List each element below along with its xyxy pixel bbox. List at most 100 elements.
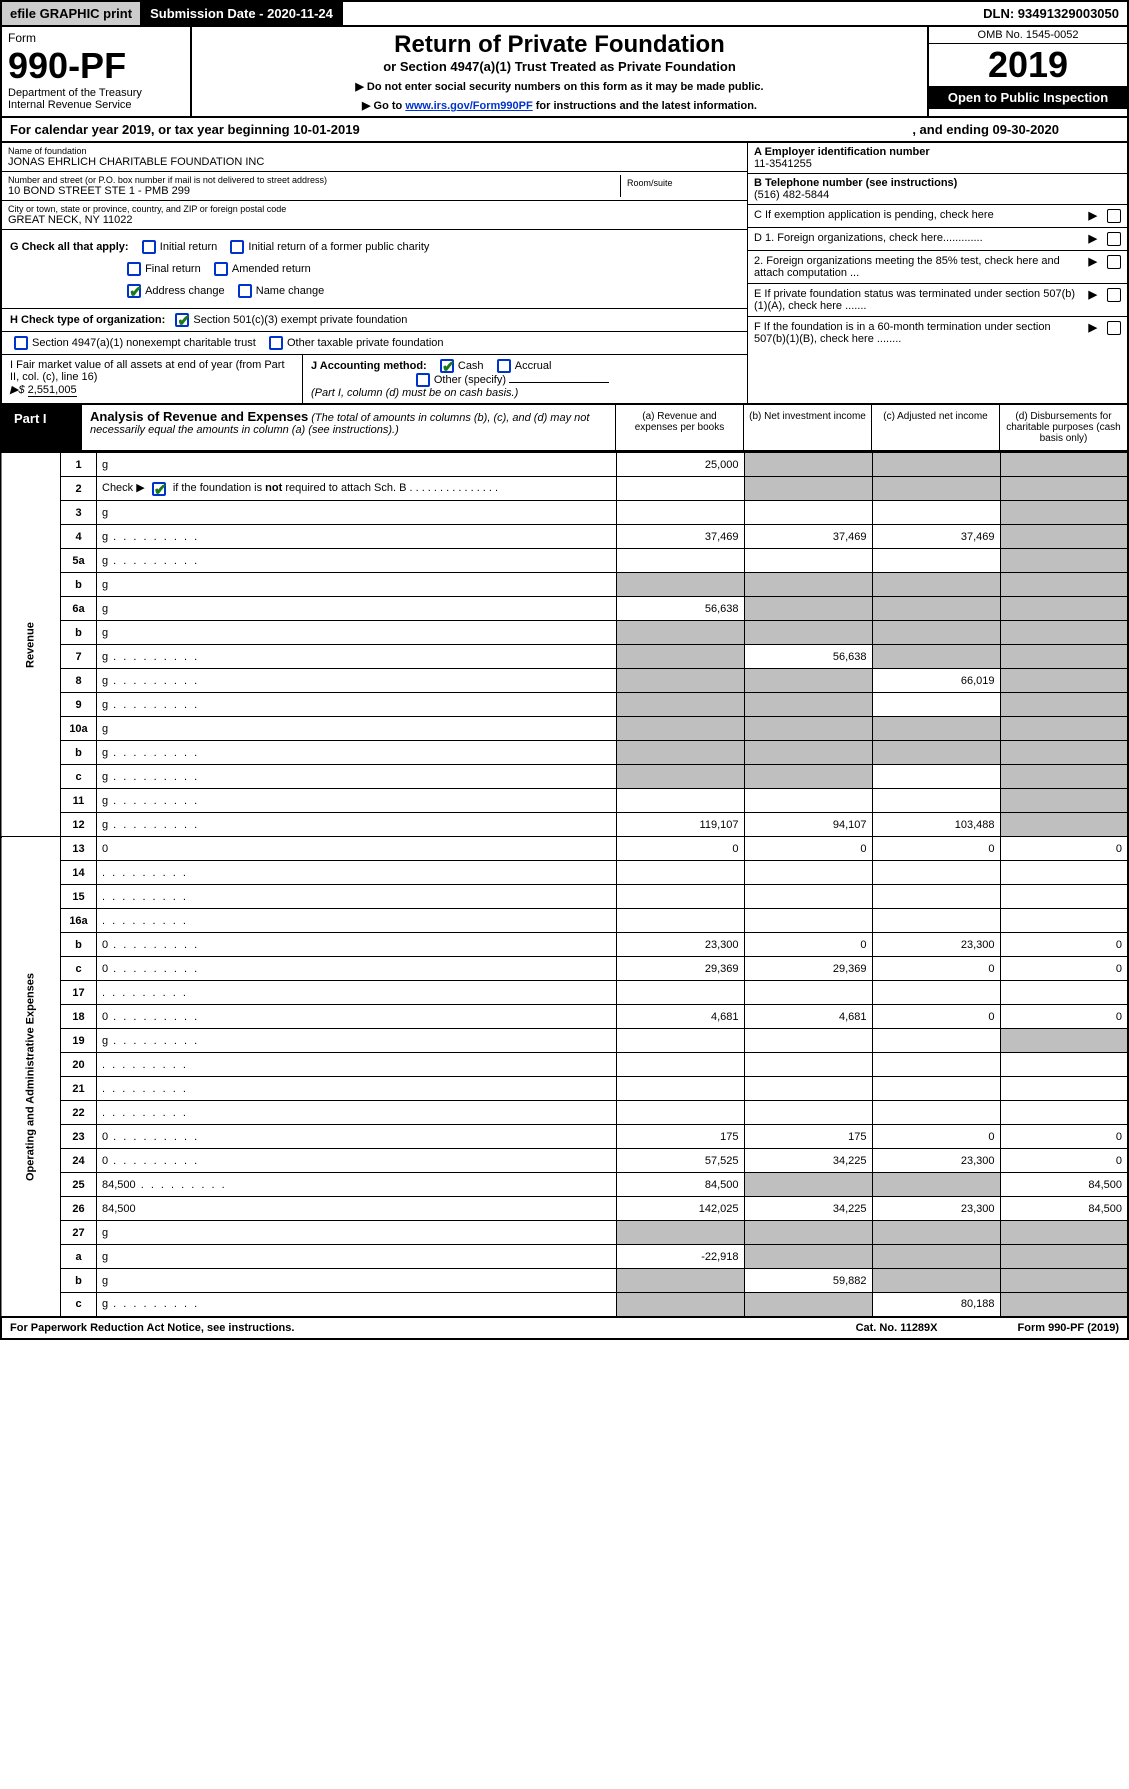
line-number: 5a [61,549,97,573]
line-number: 23 [61,1125,97,1149]
paperwork-notice: For Paperwork Reduction Act Notice, see … [10,1322,294,1334]
line-desc: 0 [97,1005,617,1029]
cell-a: 4,681 [616,1005,744,1029]
cell-c [872,741,1000,765]
ck-c[interactable] [1107,209,1121,223]
efile-print-button[interactable]: efile GRAPHIC print [2,2,142,25]
street-address: 10 BOND STREET STE 1 - PMB 299 [8,185,620,197]
cell-b [744,669,872,693]
cell-a: 119,107 [616,813,744,837]
h-opt-1: Section 501(c)(3) exempt private foundat… [193,314,407,326]
form-header: Form 990-PF Department of the Treasury I… [0,27,1129,118]
ck-final-return[interactable] [127,262,141,276]
cell-b [744,621,872,645]
cell-b: 34,225 [744,1197,872,1221]
form-subtitle: or Section 4947(a)(1) Trust Treated as P… [200,59,919,74]
line-desc: 84,500 [97,1197,617,1221]
cell-c [872,645,1000,669]
line-number: c [61,957,97,981]
ck-initial-former[interactable] [230,240,244,254]
cell-a [616,1101,744,1125]
i-label: I Fair market value of all assets at end… [10,359,285,383]
ck-f[interactable] [1107,321,1121,335]
table-row: 15 [1,885,1128,909]
cell-a [616,1077,744,1101]
ein-value: 11-3541255 [754,158,1121,170]
line-desc: g [97,549,617,573]
table-row: 3g [1,501,1128,525]
line-desc [97,861,617,885]
line-number: 17 [61,981,97,1005]
col-d-hdr: (d) Disbursements for charitable purpose… [999,405,1127,450]
cell-b: 0 [744,837,872,861]
table-row: 20 [1,1053,1128,1077]
line-desc: Check ▶ if the foundation is not require… [97,477,617,501]
cell-c: 80,188 [872,1293,1000,1317]
dln: DLN: 93491329003050 [975,2,1127,25]
city-label: City or town, state or province, country… [8,204,741,214]
line-desc [97,1053,617,1077]
line-number: b [61,621,97,645]
cell-d: 0 [1000,957,1128,981]
cell-a: 37,469 [616,525,744,549]
line-desc: g [97,453,617,477]
ck-501c3[interactable] [175,313,189,327]
table-row: bg [1,621,1128,645]
cell-b [744,1293,872,1317]
top-bar: efile GRAPHIC print Submission Date - 20… [0,0,1129,27]
line-desc: g [97,1245,617,1269]
cell-d [1000,885,1128,909]
line-desc: g [97,717,617,741]
ck-4947[interactable] [14,336,28,350]
ck-other-method[interactable] [416,373,430,387]
cell-a [616,1053,744,1077]
cell-b: 59,882 [744,1269,872,1293]
cell-d [1000,1221,1128,1245]
cell-a [616,621,744,645]
ck-address-change[interactable] [127,284,141,298]
cell-a [616,573,744,597]
g-label: G Check all that apply: [10,241,129,253]
ck-other-taxable[interactable] [269,336,283,350]
h-label: H Check type of organization: [10,314,165,326]
cell-a [616,1221,744,1245]
cell-d [1000,669,1128,693]
ck-amended-return[interactable] [214,262,228,276]
g-opt-1: Initial return of a former public charit… [248,241,429,253]
cell-a: -22,918 [616,1245,744,1269]
ck-initial-return[interactable] [142,240,156,254]
fmv-value: 2,551,005 [28,384,77,397]
ck-d1[interactable] [1107,232,1121,246]
cell-d [1000,525,1128,549]
line-number: a [61,1245,97,1269]
form-ref: Form 990-PF (2019) [1018,1322,1119,1334]
cell-c: 66,019 [872,669,1000,693]
cell-d [1000,573,1128,597]
table-row: c029,36929,36900 [1,957,1128,981]
line-number: b [61,741,97,765]
f-label: F If the foundation is in a 60-month ter… [754,321,1085,345]
ck-d2[interactable] [1107,255,1121,269]
cell-d [1000,1053,1128,1077]
cell-c [872,789,1000,813]
line-desc: g [97,1269,617,1293]
line-number: 25 [61,1173,97,1197]
ck-accrual[interactable] [497,359,511,373]
line-number: 22 [61,1101,97,1125]
ck-sch-b[interactable] [152,482,166,496]
line-number: 18 [61,1005,97,1029]
irs-link[interactable]: www.irs.gov/Form990PF [405,100,532,112]
ck-name-change[interactable] [238,284,252,298]
cell-b [744,717,872,741]
ck-e[interactable] [1107,288,1121,302]
cell-d [1000,453,1128,477]
irs-label: Internal Revenue Service [8,99,184,111]
line-number: 2 [61,477,97,501]
cell-c: 0 [872,1005,1000,1029]
table-row: 6ag56,638 [1,597,1128,621]
table-row: Operating and Administrative Expenses130… [1,837,1128,861]
cell-a: 56,638 [616,597,744,621]
cell-c [872,909,1000,933]
ck-cash[interactable] [440,359,454,373]
cell-c [872,501,1000,525]
